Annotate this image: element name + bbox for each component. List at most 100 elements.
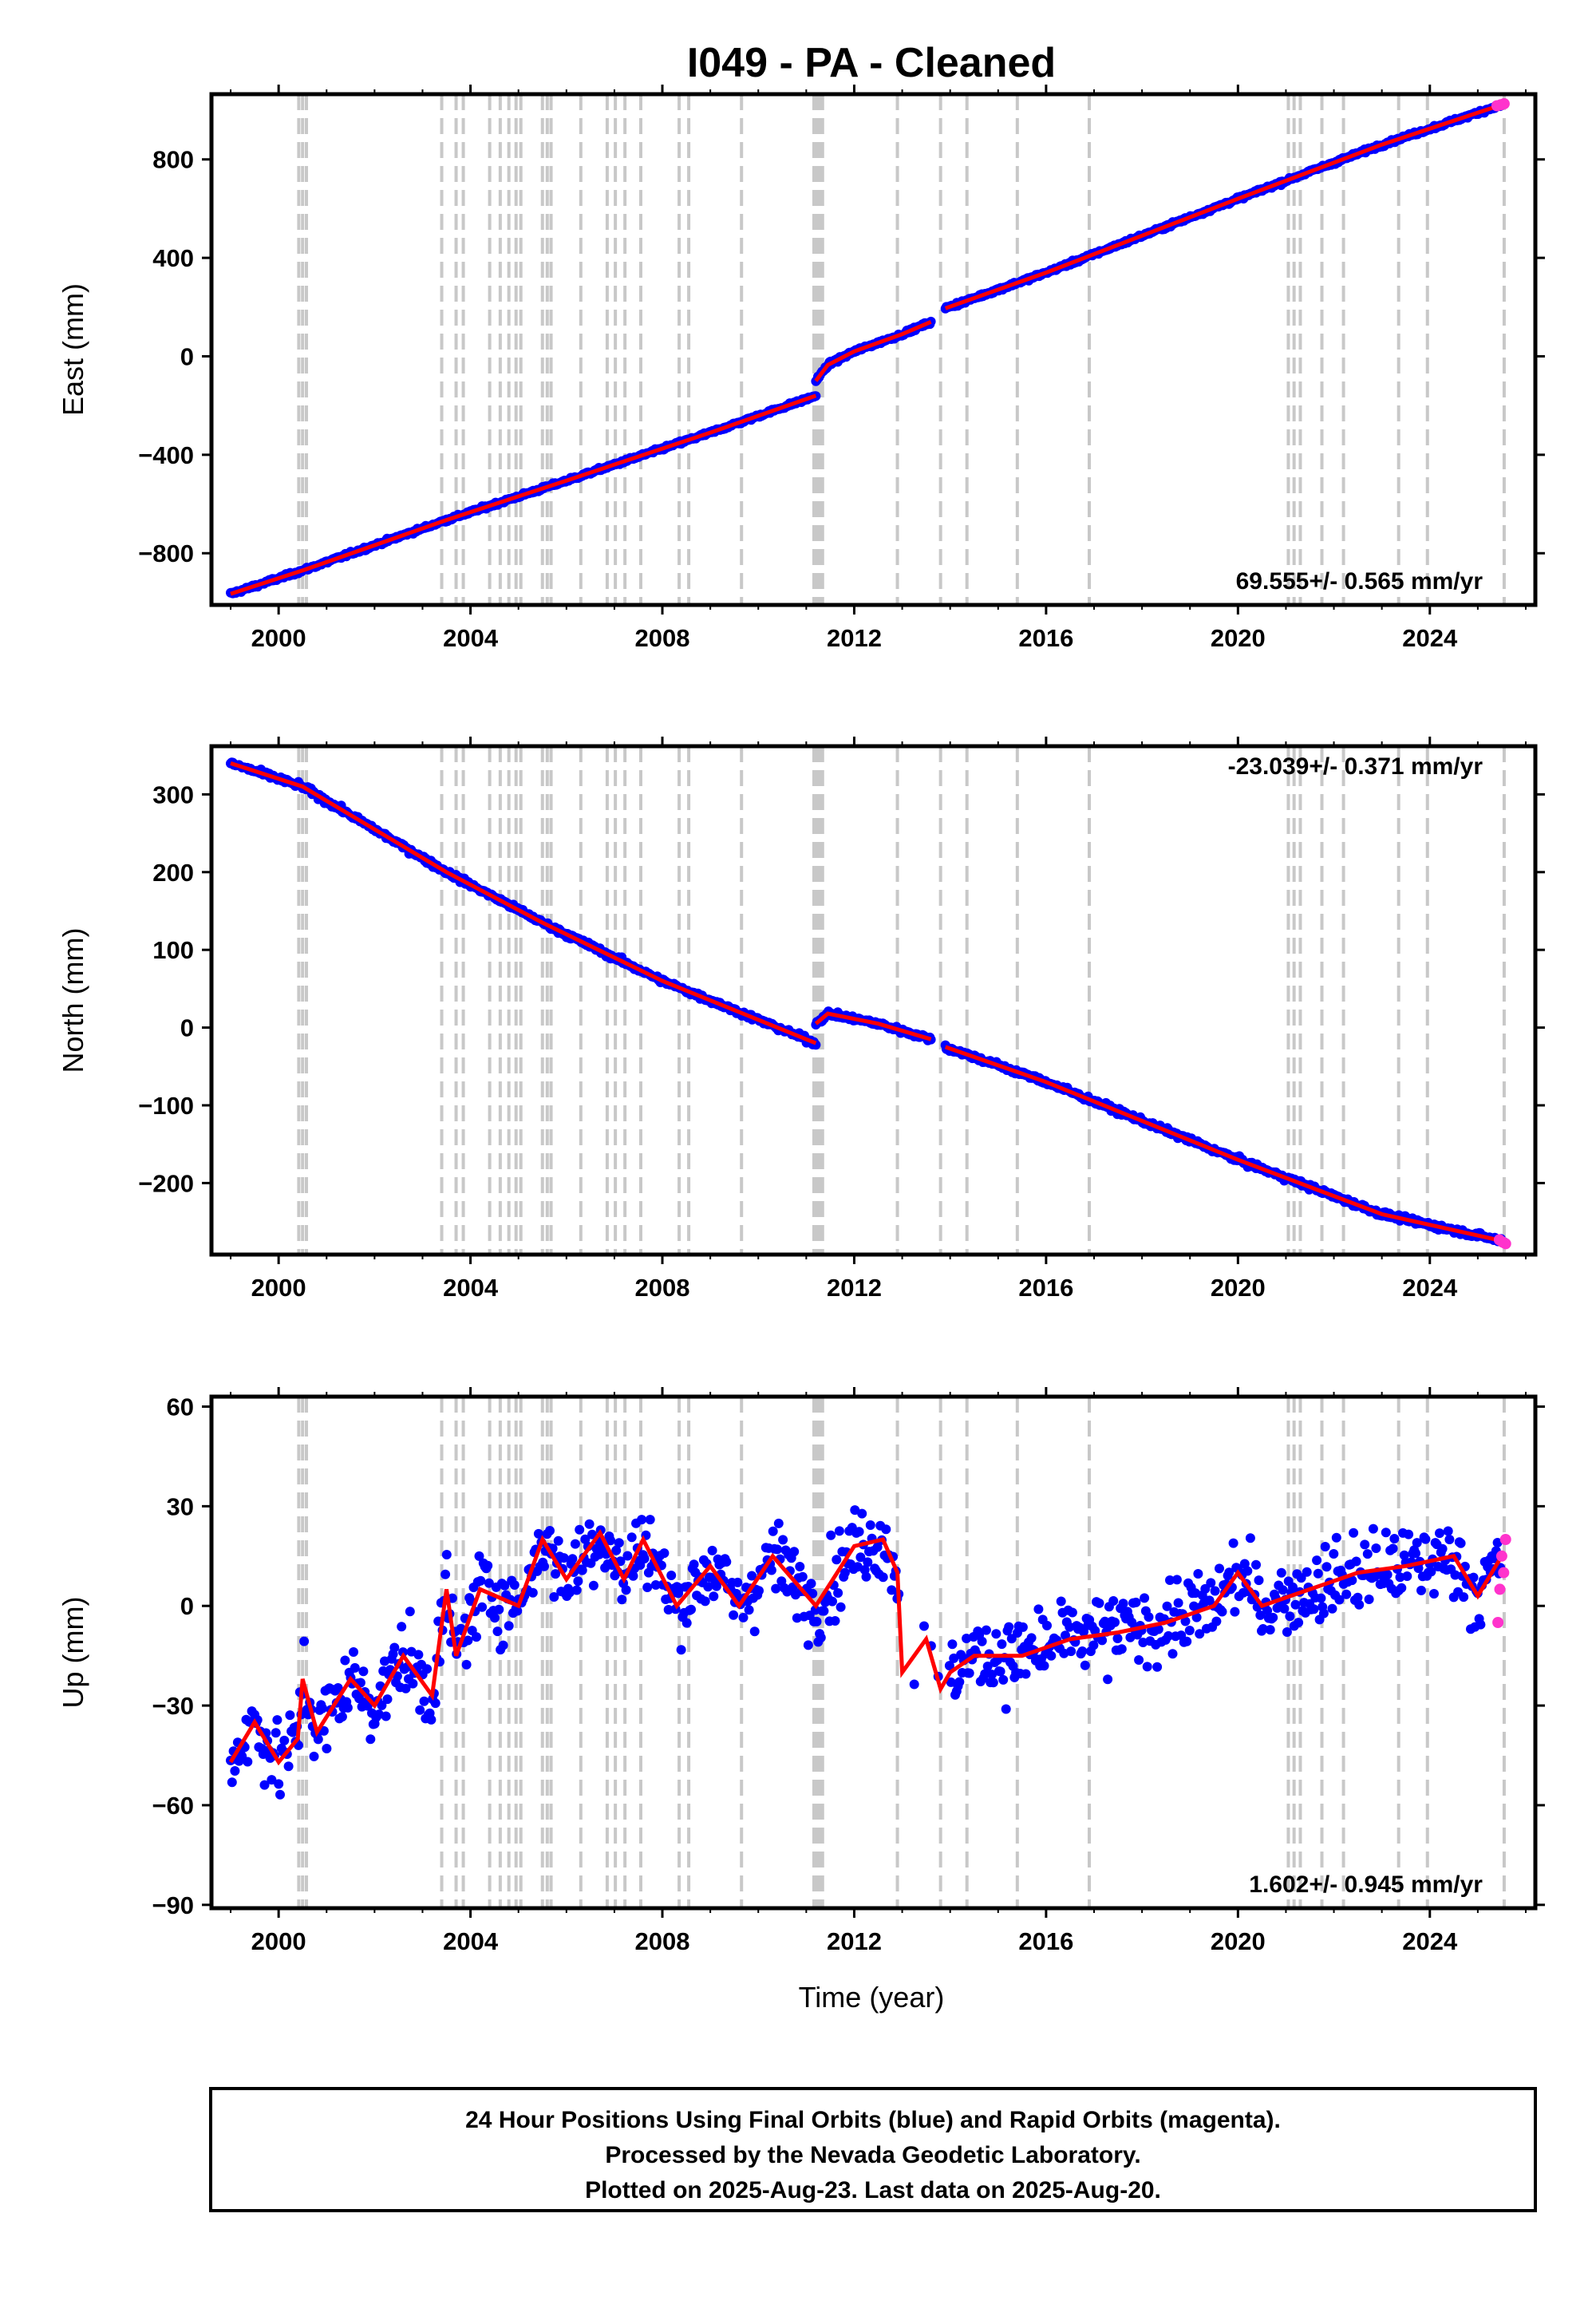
data-point: [271, 1728, 281, 1738]
rapid-point: [1492, 1617, 1504, 1628]
data-point: [1309, 1604, 1319, 1614]
data-point: [789, 1547, 800, 1557]
x-tick-label: 2008: [635, 1274, 690, 1302]
model-line: [228, 1528, 1504, 1766]
data-point: [1396, 1583, 1407, 1593]
data-point: [982, 1662, 993, 1671]
data-point: [666, 1571, 677, 1580]
data-point: [498, 1640, 508, 1650]
x-tick-label: 2000: [251, 1274, 306, 1302]
data-point: [1067, 1607, 1077, 1618]
data-point: [1217, 1607, 1227, 1617]
data-point: [1153, 1624, 1163, 1634]
data-point: [1094, 1598, 1104, 1608]
data-point: [227, 1777, 237, 1788]
data-point: [887, 1585, 897, 1595]
data-point: [274, 1779, 284, 1789]
data-point: [1245, 1533, 1255, 1543]
model-line: [230, 393, 817, 596]
data-point: [1416, 1585, 1426, 1595]
data-point: [628, 1571, 638, 1581]
data-point: [342, 1702, 353, 1713]
data-point: [1224, 1567, 1235, 1578]
y-axis-label: North (mm): [57, 928, 89, 1073]
data-point: [1320, 1542, 1330, 1551]
data-point: [285, 1710, 295, 1721]
data-point: [1341, 1589, 1352, 1599]
data-point: [700, 1596, 710, 1607]
data-point: [1144, 1612, 1154, 1622]
model-line: [944, 1045, 1505, 1243]
data-point: [419, 1696, 429, 1706]
data-point: [1492, 1538, 1503, 1547]
data-point: [1162, 1601, 1172, 1611]
data-point: [1142, 1662, 1152, 1672]
y-tick-label: −400: [138, 441, 194, 469]
data-point: [571, 1585, 582, 1595]
rate-label: -23.039+/- 0.371 mm/yr: [1228, 753, 1483, 780]
y-tick-label: −90: [152, 1891, 194, 1919]
data-point: [865, 1520, 875, 1530]
data-point: [580, 1534, 591, 1544]
data-point: [358, 1666, 369, 1677]
data-point: [1039, 1661, 1049, 1671]
caption-line-3: Plotted on 2025-Aug-23. Last data on 202…: [585, 2177, 1161, 2203]
data-point: [1412, 1538, 1422, 1548]
data-point: [797, 1571, 808, 1582]
data-point: [415, 1705, 425, 1715]
rapid-point: [1495, 1550, 1507, 1562]
data-point: [1444, 1535, 1455, 1544]
data-point: [309, 1751, 319, 1761]
y-tick-label: −100: [138, 1092, 194, 1120]
data-point: [584, 1519, 595, 1529]
data-point: [575, 1524, 585, 1535]
data-point: [577, 1565, 587, 1575]
model-line: [944, 101, 1505, 310]
x-tick-label: 2004: [443, 1274, 499, 1302]
data-point: [830, 1616, 840, 1626]
data-point: [1167, 1649, 1178, 1659]
data-point: [1001, 1704, 1011, 1714]
data-point: [703, 1582, 713, 1592]
data-point: [570, 1539, 580, 1549]
data-point: [1371, 1543, 1381, 1553]
data-point: [1382, 1570, 1393, 1579]
data-point: [1327, 1603, 1337, 1614]
data-point: [381, 1711, 391, 1721]
data-point: [389, 1642, 400, 1653]
data-point: [1353, 1592, 1363, 1603]
data-point: [663, 1605, 674, 1614]
data-point: [1056, 1596, 1066, 1607]
y-tick-label: 400: [152, 244, 194, 272]
data-point: [988, 1678, 998, 1688]
data-point: [991, 1629, 1001, 1639]
data-point: [553, 1535, 563, 1546]
data-point: [275, 1789, 285, 1800]
data-point: [1230, 1607, 1240, 1617]
data-point: [689, 1559, 699, 1570]
data-point: [377, 1700, 387, 1710]
data-point: [1077, 1646, 1088, 1656]
data-point: [1046, 1650, 1057, 1661]
model-line: [814, 1011, 932, 1041]
data-point: [527, 1587, 538, 1598]
data-point: [816, 1633, 826, 1642]
x-tick-label: 2012: [827, 1927, 882, 1955]
data-point: [1180, 1616, 1191, 1626]
data-point: [1193, 1569, 1203, 1579]
data-point: [1131, 1597, 1141, 1607]
data-point: [533, 1528, 543, 1539]
data-point: [1140, 1593, 1150, 1603]
data-point: [588, 1580, 598, 1591]
data-point: [872, 1542, 883, 1552]
data-point: [1184, 1626, 1195, 1635]
data-point: [1242, 1566, 1253, 1576]
data-point: [1152, 1662, 1163, 1672]
data-point: [1200, 1583, 1211, 1594]
data-point: [413, 1650, 424, 1660]
data-point: [477, 1602, 488, 1612]
data-point: [1254, 1575, 1264, 1586]
data-point: [1351, 1556, 1361, 1567]
data-point: [1411, 1548, 1420, 1559]
data-point: [476, 1575, 486, 1586]
